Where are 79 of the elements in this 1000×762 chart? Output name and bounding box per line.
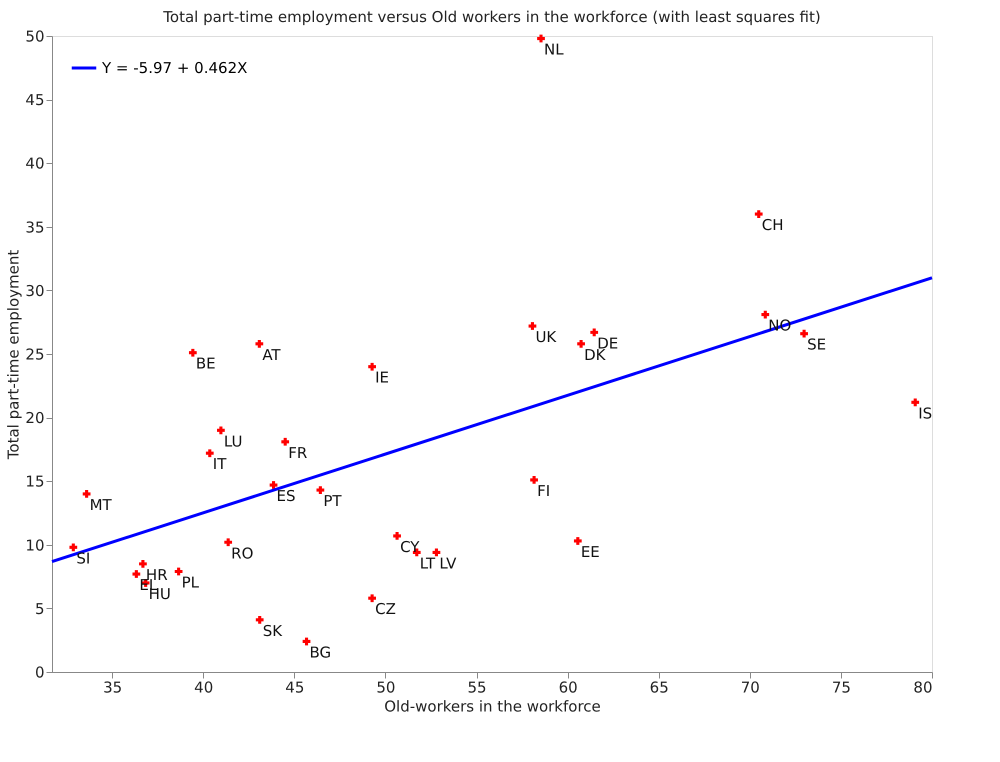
- point: [368, 594, 376, 602]
- point: [368, 362, 376, 371]
- annotation: MT: [90, 496, 113, 514]
- annotation: BE: [196, 354, 216, 373]
- annotation: IS: [918, 404, 932, 422]
- y-tick-label: 25: [25, 346, 44, 364]
- point: [256, 616, 264, 624]
- annotation: NL: [544, 40, 564, 59]
- point: [82, 490, 90, 498]
- point: [577, 340, 585, 348]
- x-tick-label: 80: [913, 678, 932, 696]
- y-tick-label: 10: [25, 536, 44, 554]
- y-tick-label: 15: [25, 472, 44, 491]
- annotation: SI: [76, 549, 90, 568]
- annotation: BG: [310, 643, 332, 662]
- annotation: LU: [224, 432, 242, 450]
- point: [800, 330, 808, 338]
- annotation: EE: [580, 542, 600, 561]
- y-tick-label: 30: [25, 282, 44, 300]
- y-tick-label: 0: [34, 664, 44, 682]
- point: [911, 398, 920, 406]
- point: [761, 310, 770, 318]
- point: [69, 543, 78, 552]
- annotation: SE: [807, 336, 826, 354]
- x-tick-label: 75: [832, 678, 851, 696]
- point: [432, 548, 440, 556]
- annotation: PT: [323, 492, 342, 510]
- annotation: FI: [537, 482, 550, 500]
- chart-title: Total part-time employment versus Old workers in the workforce (with least squares fit): [162, 8, 821, 26]
- point: [132, 570, 140, 578]
- point: [530, 476, 538, 484]
- point: [528, 322, 536, 330]
- annotation: IE: [375, 368, 390, 387]
- point: [302, 638, 310, 646]
- annotation: PL: [182, 574, 200, 592]
- annotation: SK: [262, 622, 284, 640]
- point: [590, 328, 598, 336]
- annotation: CY: [400, 538, 420, 556]
- annotation: AT: [262, 346, 282, 364]
- y-tick-label: 5: [34, 600, 44, 618]
- point: [206, 449, 214, 458]
- point: [270, 481, 278, 489]
- annotation: CZ: [375, 600, 396, 618]
- point: [255, 340, 264, 348]
- point: [281, 438, 290, 446]
- point: [188, 348, 197, 357]
- point: [316, 486, 324, 494]
- annotation: IT: [212, 455, 228, 474]
- point: [224, 538, 232, 546]
- y-tick-label: 45: [25, 91, 44, 110]
- annotation: FR: [288, 444, 308, 462]
- point: [174, 568, 182, 576]
- point: [754, 210, 763, 218]
- legend-label: Y = -5.97 + 0.462X: [101, 59, 248, 77]
- annotation: RO: [231, 544, 254, 562]
- point: [217, 426, 225, 434]
- x-tick-label: 35: [103, 678, 122, 696]
- x-tick-label: 60: [558, 678, 578, 696]
- x-tick-label: 55: [467, 678, 487, 696]
- x-tick-label: 50: [376, 678, 396, 696]
- y-tick-label: 50: [25, 28, 44, 46]
- point: [393, 532, 401, 540]
- annotation: LT: [420, 554, 436, 572]
- x-tick-label: 45: [285, 678, 304, 696]
- annotation: ES: [276, 487, 296, 506]
- y-tick-label: 40: [25, 154, 44, 173]
- annotation: UK: [535, 328, 558, 346]
- y-axis-title: Total part-time employment: [4, 250, 22, 460]
- point: [139, 560, 147, 568]
- point: [574, 537, 582, 545]
- point: [537, 34, 545, 42]
- y-tick-label: 20: [25, 409, 44, 428]
- x-axis-title: Old-workers in the workforce: [384, 698, 601, 716]
- annotation: CH: [762, 216, 784, 234]
- x-tick-label: 65: [650, 678, 669, 696]
- annotation: LV: [439, 554, 458, 572]
- x-tick-label: 70: [740, 678, 760, 696]
- x-tick-label: 40: [194, 678, 214, 696]
- y-tick-label: 35: [25, 218, 44, 236]
